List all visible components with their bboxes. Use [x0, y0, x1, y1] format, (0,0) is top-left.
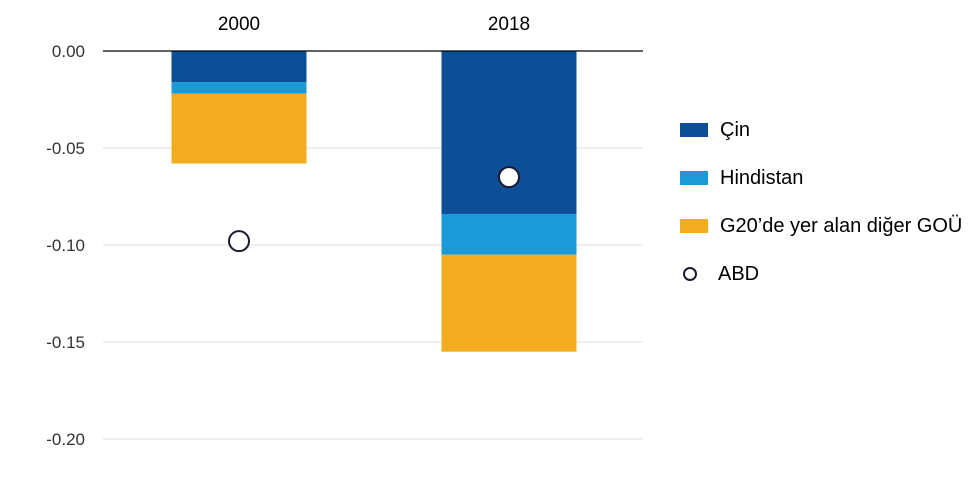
bar-segment	[171, 93, 307, 164]
legend-item-diger-gou: G20’de yer alan diğer GOÜ	[680, 214, 962, 238]
legend-label-cin: Çin	[720, 118, 751, 141]
bar-segment	[171, 82, 307, 94]
legend-swatch-hindistan	[680, 171, 708, 185]
y-tick-label: -0.05	[46, 139, 85, 158]
legend-label-diger-gou: G20’de yer alan diğer GOÜ	[720, 214, 963, 237]
legend-label-hindistan: Hindistan	[720, 166, 804, 189]
y-tick-label: -0.10	[46, 236, 85, 255]
y-axis-ticks: 0.00 -0.05 -0.10 -0.15 -0.20	[46, 42, 85, 449]
bar-segment	[171, 51, 307, 83]
bar-segment	[441, 213, 577, 255]
legend-item-cin: Çin	[680, 118, 962, 142]
abd-marker	[228, 230, 250, 253]
bar-segment	[441, 254, 577, 352]
category-label: 2000	[218, 14, 260, 35]
abd-markers	[228, 166, 520, 253]
bar-segment	[441, 51, 577, 214]
legend-marker-abd	[683, 267, 697, 281]
y-tick-label: 0.00	[52, 42, 85, 61]
legend-label-abd: ABD	[718, 262, 760, 285]
y-tick-label: -0.15	[46, 333, 85, 352]
legend-item-hindistan: Hindistan	[680, 166, 962, 190]
legend-swatch-cin	[680, 123, 708, 137]
bars	[171, 51, 577, 352]
category-label: 2018	[488, 14, 530, 35]
y-tick-label: -0.20	[46, 430, 85, 449]
category-labels: 2000 2018	[218, 14, 530, 35]
abd-marker	[498, 166, 520, 189]
legend: Çin Hindistan G20’de yer alan diğer GOÜ …	[680, 118, 962, 310]
legend-item-abd: ABD	[680, 262, 962, 286]
legend-swatch-diger-gou	[680, 219, 708, 233]
